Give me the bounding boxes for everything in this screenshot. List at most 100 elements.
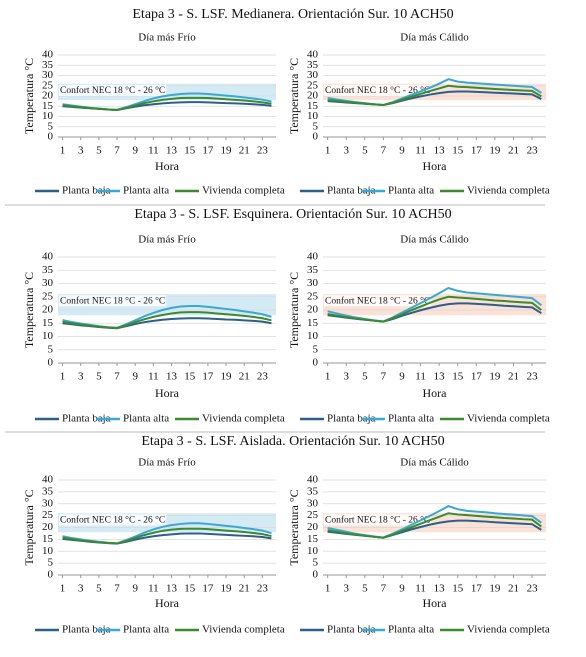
x-tick-label: 1 (325, 371, 331, 383)
y-tick-label: 15 (307, 317, 319, 329)
x-axis-label: Hora (155, 386, 180, 400)
x-tick-label: 19 (489, 145, 501, 157)
y-axis-label: Temperatura °C (22, 489, 36, 565)
x-tick-label: 9 (399, 371, 405, 383)
x-tick-label: 1 (60, 371, 66, 383)
x-tick-label: 23 (257, 371, 269, 383)
y-tick-label: 0 (48, 569, 54, 581)
y-tick-label: 25 (42, 79, 54, 91)
y-tick-label: 35 (42, 59, 54, 71)
y-tick-label: 0 (48, 131, 54, 143)
chart-title: Día más Frío (138, 234, 196, 246)
y-tick-label: 5 (48, 557, 54, 569)
band-label-bg (59, 514, 167, 526)
y-tick-label: 10 (307, 110, 319, 122)
y-tick-label: 25 (42, 509, 54, 521)
x-tick-label: 23 (257, 145, 269, 157)
x-tick-label: 21 (239, 145, 250, 157)
legend-label: Planta baja (62, 185, 111, 197)
y-tick-label: 10 (42, 110, 54, 122)
x-tick-label: 11 (148, 583, 159, 595)
y-tick-label: 15 (307, 533, 319, 545)
y-axis-label: Temperatura °C (287, 272, 301, 348)
y-tick-label: 30 (307, 277, 319, 289)
y-axis-label: Temperatura °C (22, 58, 36, 134)
x-tick-label: 9 (132, 583, 138, 595)
x-tick-label: 11 (148, 371, 159, 383)
x-tick-label: 19 (221, 371, 233, 383)
y-tick-label: 10 (42, 330, 54, 342)
y-axis-label: Temperatura °C (287, 58, 301, 134)
section-title: Etapa 3 - S. LSF. Medianera. Orientación… (132, 7, 453, 22)
x-tick-label: 15 (184, 583, 196, 595)
y-tick-label: 35 (42, 264, 54, 276)
y-tick-label: 20 (42, 304, 54, 316)
y-tick-label: 40 (42, 49, 54, 61)
x-tick-label: 3 (78, 145, 84, 157)
series-line (327, 295, 542, 323)
x-tick-label: 15 (184, 371, 196, 383)
x-tick-label: 9 (132, 371, 138, 383)
band-label-bg (324, 514, 432, 526)
band-label: Confort NEC 18 °C - 26 °C (60, 514, 165, 525)
y-tick-label: 20 (42, 90, 54, 102)
y-tick-label: 5 (313, 120, 319, 132)
legend-label: Planta alta (123, 624, 169, 636)
series-line (62, 96, 272, 111)
legend-label: Planta alta (388, 624, 434, 636)
y-tick-label: 35 (307, 264, 319, 276)
y-tick-label: 0 (313, 569, 319, 581)
x-tick-label: 5 (362, 371, 368, 383)
y-axis-label: Temperatura °C (22, 272, 36, 348)
y-tick-label: 40 (307, 251, 319, 263)
x-tick-label: 5 (362, 583, 368, 595)
band-label: Confort NEC 18 °C - 26 °C (325, 295, 430, 306)
x-tick-label: 5 (362, 145, 368, 157)
section-title: Etapa 3 - S. LSF. Esquinera. Orientación… (134, 207, 451, 222)
y-tick-label: 25 (307, 79, 319, 91)
x-tick-label: 17 (471, 145, 483, 157)
x-tick-label: 21 (508, 583, 519, 595)
x-tick-label: 23 (527, 583, 539, 595)
series-line (62, 527, 272, 545)
legend-label: Planta baja (62, 413, 111, 425)
x-tick-label: 15 (452, 145, 464, 157)
x-tick-label: 7 (114, 145, 120, 157)
y-tick-label: 30 (307, 497, 319, 509)
x-tick-label: 17 (202, 583, 214, 595)
y-tick-label: 30 (42, 69, 54, 81)
x-tick-label: 19 (489, 583, 501, 595)
x-tick-label: 11 (415, 145, 426, 157)
x-tick-label: 23 (527, 371, 539, 383)
x-tick-label: 11 (148, 145, 159, 157)
x-tick-label: 7 (381, 583, 387, 595)
y-tick-label: 5 (313, 343, 319, 355)
x-tick-label: 3 (343, 145, 349, 157)
y-tick-label: 20 (307, 521, 319, 533)
y-tick-label: 15 (42, 533, 54, 545)
band-label-bg (59, 84, 167, 96)
y-tick-label: 30 (42, 277, 54, 289)
y-tick-label: 40 (42, 474, 54, 486)
band-label-bg (59, 295, 167, 307)
series-line (327, 84, 542, 107)
x-tick-label: 7 (114, 583, 120, 595)
x-tick-label: 7 (381, 145, 387, 157)
y-tick-label: 0 (313, 131, 319, 143)
y-tick-label: 10 (42, 545, 54, 557)
x-tick-label: 13 (166, 371, 178, 383)
legend-label: Vivienda completa (467, 624, 550, 636)
x-tick-label: 11 (415, 583, 426, 595)
y-tick-label: 0 (48, 357, 54, 369)
legend-label: Planta baja (327, 624, 376, 636)
y-tick-label: 20 (307, 90, 319, 102)
x-tick-label: 3 (343, 583, 349, 595)
legend-label: Planta baja (327, 185, 376, 197)
x-tick-label: 5 (96, 145, 102, 157)
x-tick-label: 15 (452, 583, 464, 595)
y-tick-label: 35 (307, 485, 319, 497)
y-tick-label: 15 (42, 317, 54, 329)
y-tick-label: 25 (307, 290, 319, 302)
legend-label: Planta baja (62, 624, 111, 636)
